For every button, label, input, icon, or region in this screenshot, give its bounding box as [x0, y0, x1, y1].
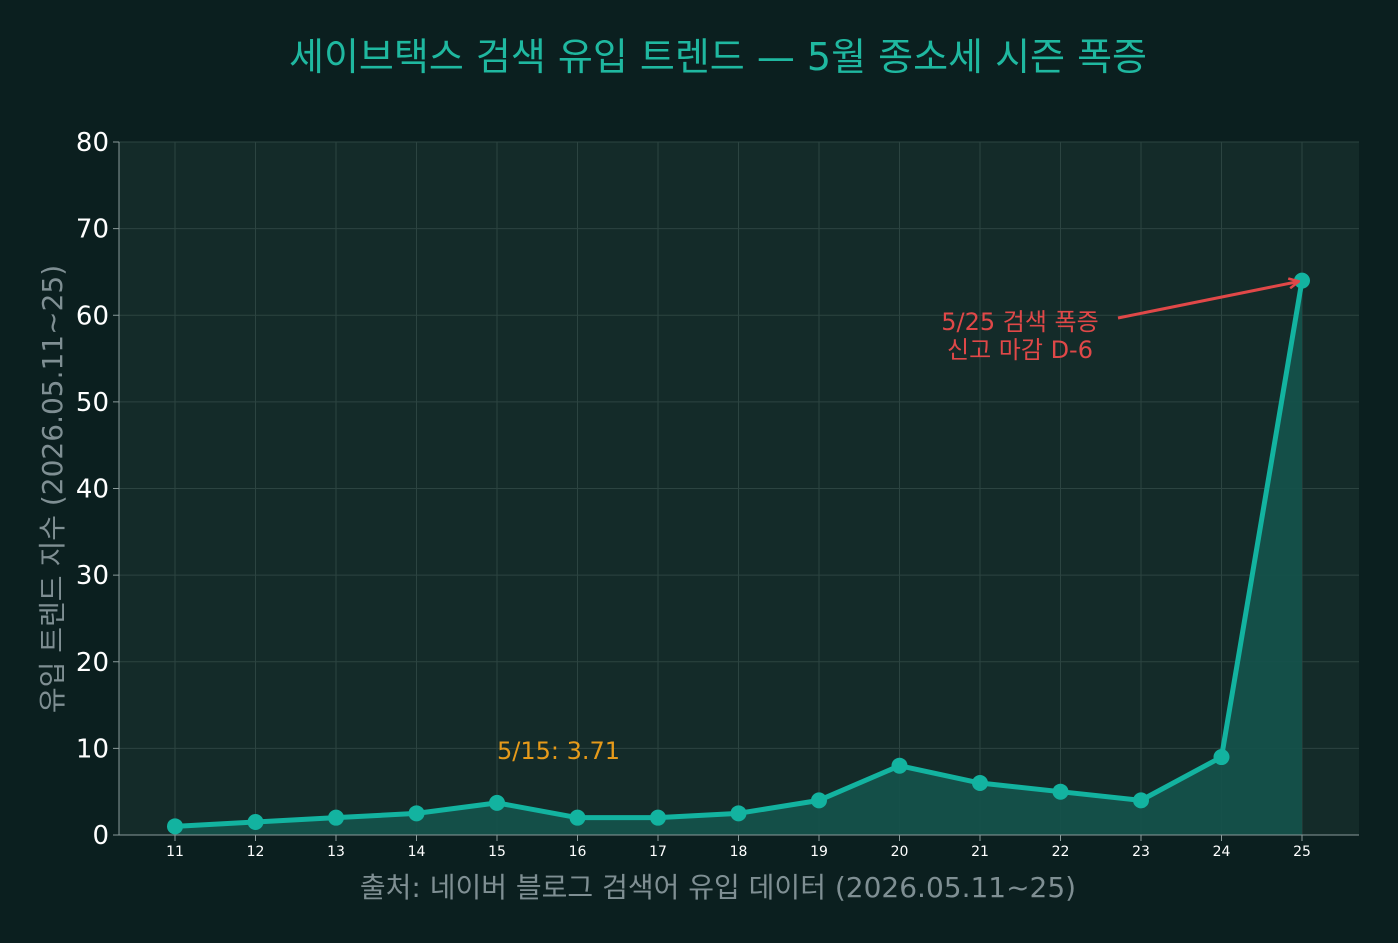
data-point-19 [811, 792, 827, 809]
y-tick-label-10: 10 [76, 734, 109, 764]
x-tick-label-15: 15 [488, 844, 506, 860]
data-point-20 [891, 757, 908, 774]
x-tick-label-24: 24 [1213, 844, 1231, 860]
y-axis-ticks: 0 10 20 30 40 50 60 70 80 [76, 128, 119, 851]
x-axis-label: 출처: 네이버 블로그 검색어 유입 데이터 (2026.05.11~25) [360, 871, 1076, 904]
data-point-16 [569, 809, 586, 826]
annotation-peak-line-1: 5/25 검색 폭증 [941, 308, 1098, 336]
x-tick-label-22: 22 [1052, 844, 1070, 860]
y-axis-label: 유입 트렌드 지수 (2026.05.11~25) [36, 265, 69, 713]
x-tick-label-11: 11 [166, 844, 184, 860]
x-tick-label-18: 18 [730, 844, 748, 860]
area-fill [175, 280, 1302, 836]
data-point-11 [167, 818, 183, 835]
y-tick-label-20: 20 [76, 648, 109, 678]
x-tick-label-12: 12 [247, 844, 265, 860]
annotation-point-label: 5/15: 3.71 [497, 737, 620, 765]
annotation-peak-arrow [1117, 282, 1298, 320]
y-tick-label-70: 70 [76, 215, 109, 245]
data-point-13 [328, 809, 344, 826]
y-tick-label-60: 60 [76, 301, 109, 331]
chart-title: 세이브택스 검색 유입 트렌드 — 5월 종소세 시즌 폭증 [289, 35, 1147, 79]
x-tick-label-21: 21 [971, 844, 989, 860]
y-tick-label-80: 80 [76, 128, 109, 158]
y-tick-label-0: 0 [92, 821, 109, 851]
x-tick-label-25: 25 [1293, 844, 1311, 860]
area-fill-group [175, 280, 1302, 836]
x-tick-label-19: 19 [810, 844, 828, 860]
y-tick-label-50: 50 [76, 388, 109, 418]
x-tick-label-20: 20 [891, 844, 909, 860]
x-tick-label-23: 23 [1132, 844, 1150, 860]
data-point-22 [1052, 783, 1069, 800]
data-point-18 [730, 805, 747, 822]
y-tick-label-30: 30 [76, 561, 109, 591]
data-point-21 [972, 775, 988, 792]
data-point-15 [489, 794, 505, 811]
grid-lines [119, 141, 1359, 836]
data-point-23 [1133, 792, 1149, 809]
annotation-peak-line-2: 신고 마감 D-6 [947, 336, 1093, 364]
data-point-24 [1213, 749, 1230, 766]
x-tick-label-17: 17 [649, 844, 667, 860]
data-points [167, 272, 1310, 835]
x-tick-label-16: 16 [569, 844, 587, 860]
x-axis-ticks: 11 12 13 14 15 16 17 18 19 20 21 22 23 24 25 [166, 835, 1311, 860]
x-tick-label-14: 14 [408, 844, 426, 860]
data-point-12 [247, 814, 264, 831]
data-point-17 [650, 809, 666, 826]
data-point-14 [408, 805, 425, 822]
y-tick-label-40: 40 [76, 475, 109, 505]
x-tick-label-13: 13 [327, 844, 345, 860]
